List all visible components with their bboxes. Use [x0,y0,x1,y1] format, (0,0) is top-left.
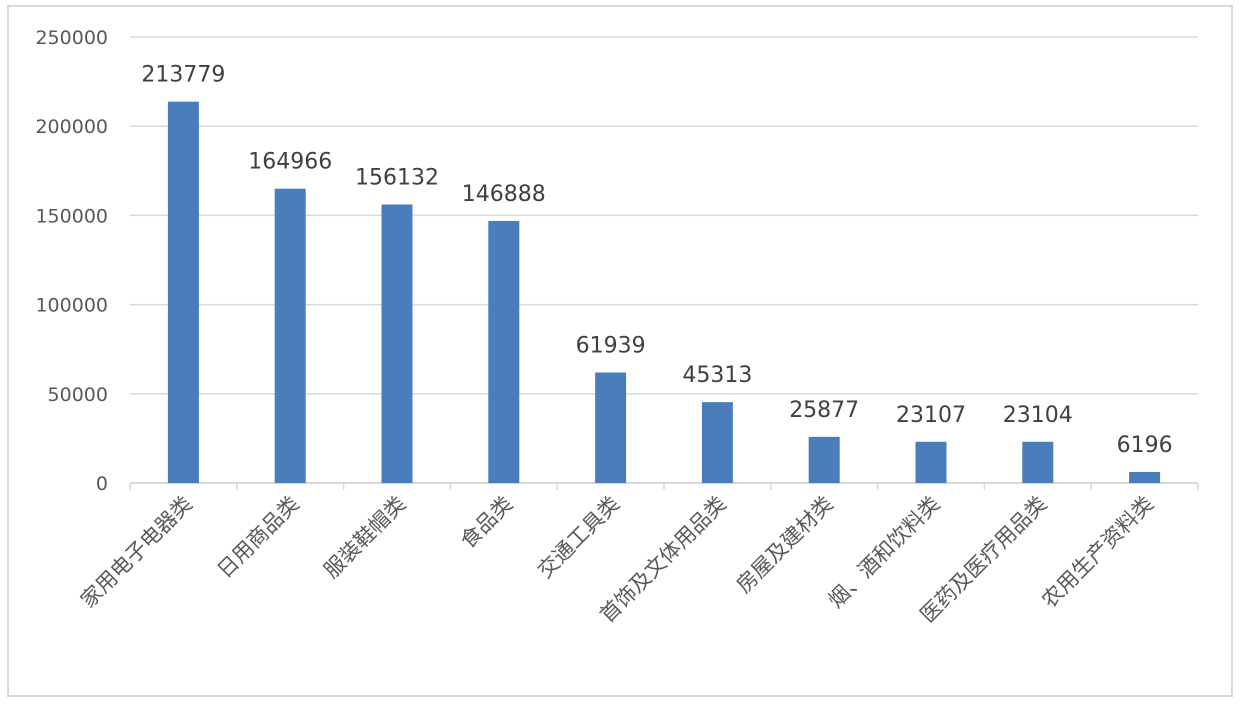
x-axis [129,482,1199,490]
bar [274,188,306,483]
category-label: 家用电子电器类 [76,492,197,613]
bar [701,402,733,483]
data-label: 156132 [355,165,439,190]
y-tick-label: 250000 [35,27,108,49]
category-label: 食品类 [456,492,518,554]
bar [1129,471,1161,483]
bar [488,220,520,483]
category-label: 房屋及建材类 [732,492,838,598]
y-tick-label: 50000 [48,384,108,406]
category-label: 烟、酒和饮料类 [824,492,945,613]
category-label: 农用生产资料类 [1037,492,1158,613]
bar [381,204,413,483]
chart-frame [7,5,1233,697]
y-tick-label: 200000 [35,116,108,138]
y-tick-label: 150000 [35,205,108,227]
grid-lines [130,36,1198,395]
y-tick-label: 100000 [35,295,108,317]
data-label: 213779 [141,63,225,88]
data-label: 146888 [462,182,546,207]
bars [167,101,1161,484]
data-labels: 213779 164966 156132 146888 61939 45313 25877 2… [141,63,1172,458]
category-label: 交通工具类 [533,492,624,583]
data-label: 45313 [682,363,752,388]
category-label: 日用商品类 [213,492,304,583]
data-label: 25877 [789,398,859,423]
bar [808,436,840,483]
y-axis-tick-labels: 0 50000 100000 150000 200000 250000 [35,27,108,495]
bar [595,372,627,483]
data-label: 23104 [1003,403,1073,428]
bar [167,101,199,484]
data-label: 164966 [248,150,332,175]
y-tick-label: 0 [96,473,108,495]
category-label: 服装鞋帽类 [319,492,410,583]
data-label: 23107 [896,403,966,428]
data-label: 6196 [1117,433,1173,458]
data-label: 61939 [576,334,646,359]
bar [1022,441,1054,483]
bar [915,441,947,483]
